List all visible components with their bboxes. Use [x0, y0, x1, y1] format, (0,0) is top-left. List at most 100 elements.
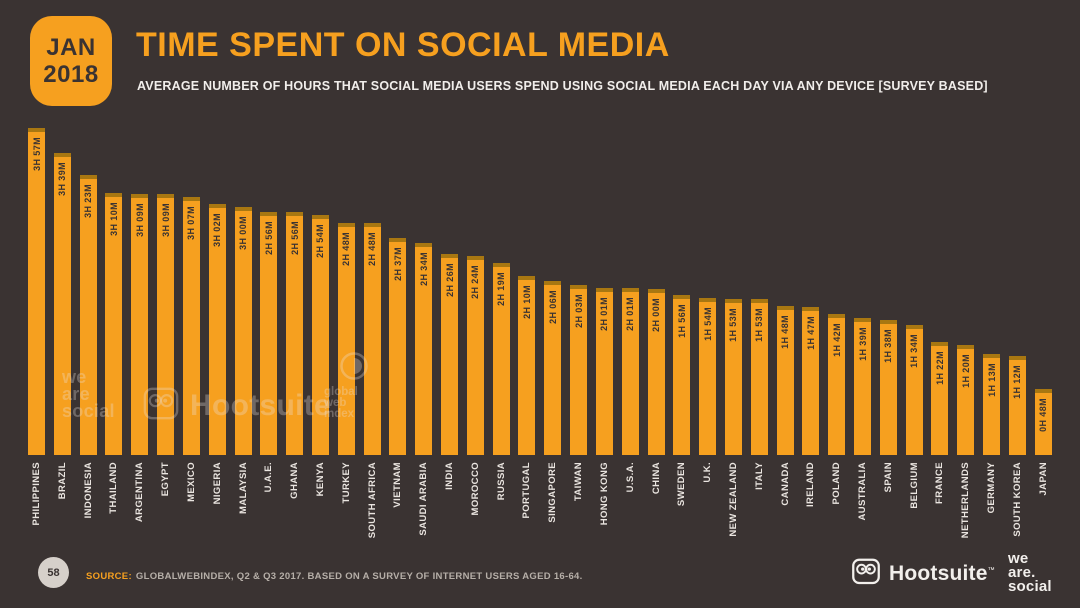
bar-value-label: 1H 12M: [1012, 365, 1023, 399]
country-label: SINGAPORE: [547, 462, 559, 523]
bar-cap: [389, 238, 407, 242]
bar-cap: [828, 314, 846, 318]
bar: 2H 19M: [492, 263, 510, 455]
bar-value-label: 2H 48M: [341, 232, 352, 266]
bar: 3H 09M: [157, 194, 175, 455]
bar-cap: [79, 175, 97, 179]
country-label: RUSSIA: [495, 462, 507, 501]
country-label: SOUTH KOREA: [1011, 462, 1023, 537]
bar-column: 2H 00M CHINA: [647, 128, 665, 564]
country-label: VIETNAM: [392, 462, 404, 508]
bar-value-label: 1H 42M: [831, 323, 842, 357]
bar-cap: [28, 128, 45, 132]
bar: 2H 34M: [415, 243, 433, 455]
country-label: MALAYSIA: [237, 462, 249, 514]
country-label: JAPAN: [1037, 462, 1049, 496]
bar-column: 1H 34M BELGIUM: [905, 128, 923, 564]
bar-value-label: 2H 34M: [418, 252, 429, 286]
bar-cap: [802, 307, 820, 311]
bar: 1H 47M: [802, 307, 820, 455]
bar-column: 2H 01M HONG KONG: [595, 128, 613, 564]
bar-value-label: 2H 54M: [315, 224, 326, 258]
bar-cap: [931, 342, 949, 346]
bar-column: 3H 07M MEXICO: [182, 128, 200, 564]
bar-value-label: 3H 09M: [134, 203, 145, 237]
bar-column: 2H 06M SINGAPORE: [544, 128, 562, 564]
bar-cap: [105, 193, 123, 197]
date-badge-year: 2018: [43, 61, 99, 88]
bar-column: 2H 26M INDIA: [441, 128, 458, 564]
page-subtitle: AVERAGE NUMBER OF HOURS THAT SOCIAL MEDI…: [137, 79, 988, 93]
bar: 3H 10M: [105, 193, 123, 455]
source-text: GLOBALWEBINDEX, Q2 & Q3 2017. BASED ON A…: [135, 571, 583, 582]
country-label: MEXICO: [185, 462, 197, 502]
bar-value-label: 1H 48M: [780, 315, 791, 349]
country-label: ITALY: [753, 462, 765, 490]
bar-value-label: 3H 23M: [83, 184, 94, 218]
bar: 3H 57M: [28, 128, 45, 455]
hootsuite-logo: Hootsuite™: [851, 556, 995, 591]
bar-column: 3H 09M ARGENTINA: [131, 128, 149, 564]
bar: 2H 00M: [647, 289, 665, 455]
bar-value-label: 1H 54M: [702, 307, 713, 341]
bar-column: 1H 48M CANADA: [776, 128, 794, 564]
bar-cap: [673, 295, 691, 299]
bar-cap: [466, 256, 484, 260]
country-label: TURKEY: [340, 462, 352, 504]
bar-cap: [260, 212, 278, 216]
bar: 1H 39M: [854, 318, 871, 455]
bar: 1H 22M: [931, 342, 949, 455]
bar: 2H 37M: [389, 238, 407, 455]
country-label: SOUTH AFRICA: [366, 462, 378, 539]
bar-value-label: 2H 03M: [573, 294, 584, 328]
bar: 3H 09M: [131, 194, 149, 455]
logo-line: we: [1008, 550, 1029, 567]
bar-value-label: 3H 57M: [31, 137, 42, 171]
bar-value-label: 3H 00M: [238, 216, 248, 250]
bar-column: 1H 56M SWEDEN: [673, 128, 691, 564]
bar: 2H 24M: [466, 256, 484, 455]
country-label: NETHERLANDS: [960, 462, 972, 539]
bar-cap: [131, 194, 149, 198]
bar: 3H 39M: [53, 153, 71, 455]
bar-cap: [544, 281, 562, 285]
bar-column: 2H 19M RUSSIA: [492, 128, 510, 564]
source-note: SOURCE: GLOBALWEBINDEX, Q2 & Q3 2017. BAS…: [86, 571, 583, 582]
country-label: EGYPT: [160, 462, 172, 497]
bar-value-label: 1H 38M: [883, 329, 894, 363]
bar-column: 3H 00M MALAYSIA: [234, 128, 252, 564]
bar-value-label: 1H 47M: [805, 316, 816, 350]
bar: 2H 01M: [621, 288, 639, 455]
bar: 1H 13M: [983, 354, 1001, 455]
bar-value-label: 3H 39M: [57, 162, 68, 196]
bar-cap: [1034, 389, 1052, 393]
bar-value-label: 2H 06M: [547, 290, 558, 324]
bar-value-label: 3H 10M: [108, 202, 119, 236]
bar-column: 2H 56M U.A.E.: [260, 128, 278, 564]
bar-cap: [750, 299, 768, 303]
bar: 1H 54M: [699, 298, 717, 455]
bar-value-label: 2H 26M: [444, 263, 455, 297]
bar-cap: [311, 215, 329, 219]
bar-cap: [570, 285, 588, 289]
bar-column: 2H 37M VIETNAM: [389, 128, 407, 564]
bar-column: 2H 24M MOROCCO: [466, 128, 484, 564]
hootsuite-owl-icon: [851, 556, 881, 591]
bar-cap: [905, 325, 923, 329]
bar-cap: [182, 197, 200, 201]
bar-column: 1H 53M ITALY: [750, 128, 768, 564]
bar: 2H 48M: [363, 223, 381, 455]
page-number-badge: 58: [38, 557, 69, 588]
bar-value-label: 1H 13M: [986, 363, 997, 397]
bar: 2H 26M: [441, 254, 458, 455]
bar-chart: 3H 57M PHILIPPINES 3H 39M BRAZIL 3H 23M INDON…: [28, 128, 1052, 564]
bar-value-label: 3H 02M: [212, 213, 223, 247]
bar-column: 1H 54M U.K.: [699, 128, 717, 564]
country-label: SWEDEN: [676, 462, 688, 507]
bar-cap: [234, 207, 252, 211]
country-label: ARGENTINA: [134, 462, 146, 523]
bar: 1H 42M: [828, 314, 846, 455]
bar-column: 2H 10M PORTUGAL: [518, 128, 536, 564]
bar: 2H 56M: [286, 212, 304, 455]
bar-column: 3H 57M PHILIPPINES: [28, 128, 45, 564]
